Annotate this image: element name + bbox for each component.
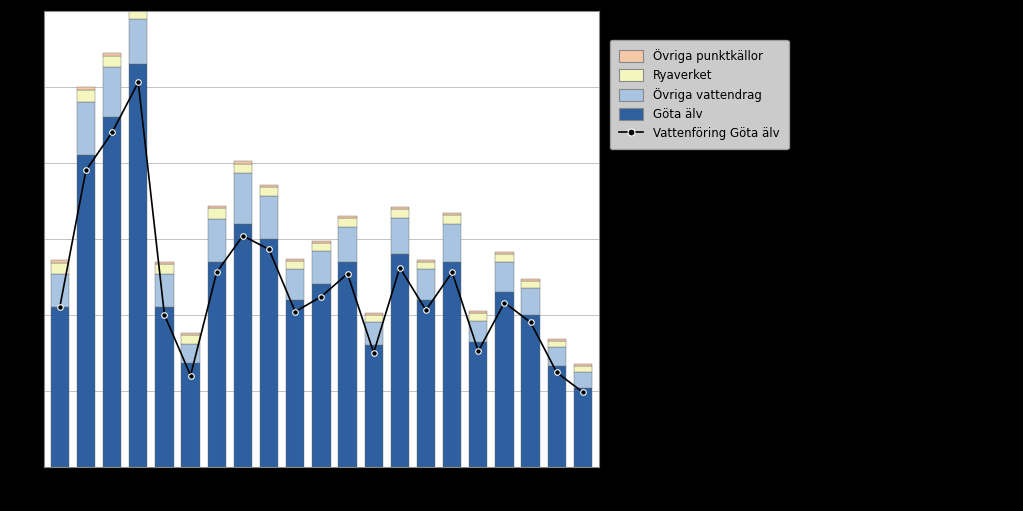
Bar [416,269,435,299]
Bar [103,67,122,118]
Bar [312,241,330,243]
Bar [286,259,305,261]
Bar [286,269,305,299]
Bar [495,252,514,254]
Bar [470,342,487,467]
Bar [312,243,330,251]
Bar [260,187,278,196]
Bar [155,274,174,307]
Bar [103,56,122,67]
Bar [233,164,252,173]
Bar [495,262,514,292]
Bar [260,239,278,467]
Bar [208,208,226,219]
Bar [470,313,487,321]
Bar [339,218,357,227]
Bar [495,254,514,262]
Bar [443,224,461,262]
Bar [522,288,540,315]
Bar [181,363,199,467]
Bar [547,339,566,340]
Bar [574,364,592,366]
Bar [155,262,174,264]
Legend: Övriga punktkällor, Ryaverket, Övriga vattendrag, Göta älv, Vattenföring Göta äl: Övriga punktkällor, Ryaverket, Övriga va… [610,40,789,149]
Bar [208,219,226,262]
Bar [155,307,174,467]
Bar [260,185,278,187]
Bar [50,307,69,467]
Bar [233,224,252,467]
Bar [391,218,409,254]
Bar [50,261,69,263]
Bar [208,206,226,208]
Bar [77,102,95,155]
Bar [495,292,514,467]
Bar [129,64,147,467]
Bar [286,299,305,467]
Bar [574,388,592,467]
Bar [416,262,435,269]
Bar [547,347,566,366]
Bar [77,90,95,102]
Bar [547,340,566,347]
Bar [443,214,461,215]
Bar [443,215,461,224]
Bar [339,217,357,218]
Bar [50,263,69,274]
Bar [339,262,357,467]
Bar [50,274,69,307]
Bar [129,7,147,18]
Bar [129,5,147,7]
Bar [547,366,566,467]
Bar [522,278,540,281]
Bar [103,53,122,56]
Bar [181,335,199,343]
Bar [260,196,278,239]
Bar [522,315,540,467]
Bar [391,254,409,467]
Bar [77,87,95,90]
Bar [364,322,383,345]
Bar [312,284,330,467]
Bar [574,373,592,388]
Bar [181,343,199,363]
Bar [233,173,252,224]
Bar [416,299,435,467]
Bar [364,313,383,315]
Bar [391,209,409,218]
Bar [155,264,174,274]
Bar [391,207,409,209]
Bar [522,281,540,288]
Bar [181,333,199,335]
Bar [416,260,435,262]
Bar [364,315,383,322]
Bar [77,155,95,467]
Bar [103,118,122,467]
Bar [312,251,330,284]
Bar [574,366,592,373]
Bar [208,262,226,467]
Bar [364,345,383,467]
Bar [233,161,252,164]
Bar [129,18,147,64]
Bar [339,227,357,262]
Bar [443,262,461,467]
Bar [470,321,487,342]
Bar [286,261,305,269]
Bar [470,311,487,313]
